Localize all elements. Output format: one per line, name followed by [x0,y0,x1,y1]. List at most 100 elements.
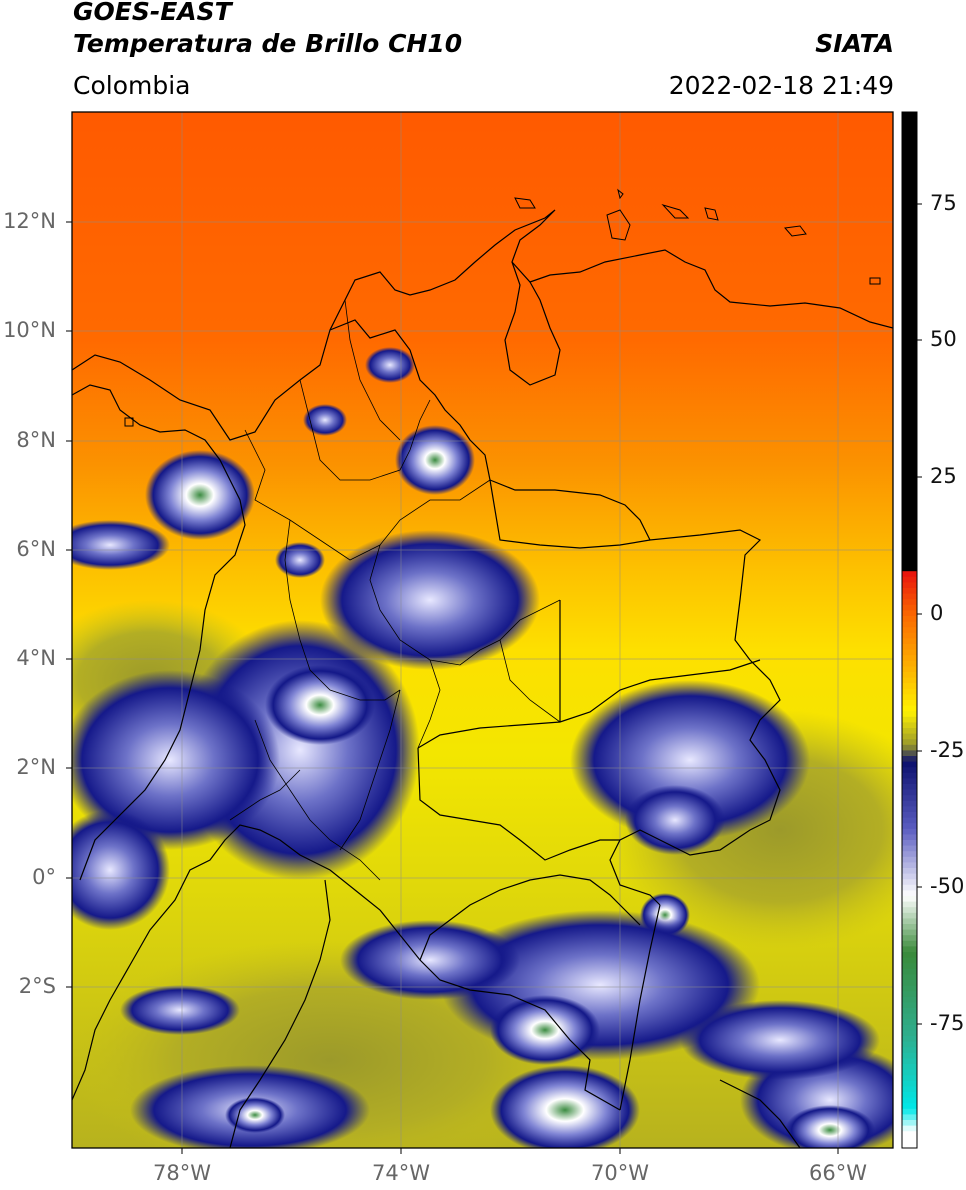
colorbar-band [902,722,917,729]
satellite-title: GOES-EAST [73,0,232,26]
colorbar-band [902,476,917,483]
colorbar-band [902,761,917,768]
colorbar-band [902,946,917,953]
colorbar-band [902,1052,917,1059]
colorbar-band [902,711,917,718]
colorbar-band [902,313,917,320]
colorbar-band [902,795,917,802]
colorbar-band [902,700,917,707]
admin-boundaries [229,299,561,881]
colorbar-band [902,834,917,841]
colorbar-band [902,347,917,354]
colorbar-band [902,112,917,119]
lat-label-equator: 0° [32,865,56,889]
colorbar-band [902,263,917,270]
colorbar-band [902,397,917,404]
colorbar-band [902,257,917,264]
colorbar-band [902,1108,917,1115]
lat-label-2n: 2°N [16,755,56,779]
colorbar-band [902,627,917,634]
colorbar-band [902,190,917,197]
colorbar-band [902,968,917,975]
colorbar-band [902,828,917,835]
map-frame [71,111,894,1149]
colorbar-band [902,610,917,617]
colorbar-band [902,1019,917,1026]
colorbar-band [902,856,917,863]
source-label: SIATA [815,29,894,58]
colorbar-band [902,420,917,427]
colorbar-band [902,677,917,684]
colorbar-band [902,716,917,723]
colorbar-band [902,756,917,763]
colorbar-band [902,705,917,712]
colorbar-band [902,212,917,219]
colorbar-band [902,890,917,897]
colorbar-band [902,554,917,561]
colorbar-band [902,638,917,645]
colorbar-band [902,750,917,757]
colorbar-band [902,1075,917,1082]
colorbar-band [902,520,917,527]
colorbar-band [902,1047,917,1054]
colorbar-band [902,896,917,903]
colorbar-band [902,1036,917,1043]
colorbar-band [902,644,917,651]
colorbar-band [902,845,917,852]
colorbar-band [902,336,917,343]
colorbar-band [902,1136,917,1143]
colorbar-band [902,184,917,191]
colorbar-band [902,582,917,589]
colorbar-band [902,548,917,555]
colorbar-label-0: 0 [930,601,944,625]
colorbar-band [902,162,917,169]
lon-label-78w: 78°W [153,1161,211,1185]
colorbar-band [902,1103,917,1110]
colorbar-scale [902,112,917,1149]
colorbar-band [902,436,917,443]
colorbar-band [902,772,917,779]
colorbar-band [902,369,917,376]
colorbar-band [902,1142,917,1149]
colorbar-band [902,134,917,141]
colorbar-band [902,873,917,880]
colorbar-band [902,403,917,410]
lat-label-10n: 10°N [3,318,56,342]
colorbar-band [902,806,917,813]
colorbar-band [902,907,917,914]
colorbar-band [902,375,917,382]
colorbar-band [902,593,917,600]
colorbar-band [902,207,917,214]
timestamp-label: 2022-02-18 21:49 [668,71,894,100]
colorbar-band [902,879,917,886]
colorbar-band [902,179,917,186]
colorbar-band [902,492,917,499]
colorbar-band [902,862,917,869]
colorbar-band [902,470,917,477]
colorbar-band [902,576,917,583]
lon-label-74w: 74°W [372,1161,430,1185]
colorbar-band [902,196,917,203]
colorbar-band [902,319,917,326]
colorbar-band [902,240,917,247]
colorbar-label-75: 75 [930,191,957,215]
colorbar-band [902,459,917,466]
colorbar-band [902,963,917,970]
colorbar-band [902,571,917,578]
colorbar-band [902,604,917,611]
islands [124,188,881,427]
colorbar-band [902,884,917,891]
colorbar-band [902,543,917,550]
colorbar-label-minus75: -75 [930,1011,965,1035]
colorbar-ticks [917,203,922,1025]
colorbar-band [902,509,917,516]
colorbar-band [902,778,917,785]
colorbar-band [902,940,917,947]
colorbar-band [902,1069,917,1076]
colorbar-band [902,341,917,348]
colorbar-band [902,588,917,595]
colorbar-band [902,980,917,987]
colorbar-band [902,991,917,998]
colorbar-band [902,688,917,695]
